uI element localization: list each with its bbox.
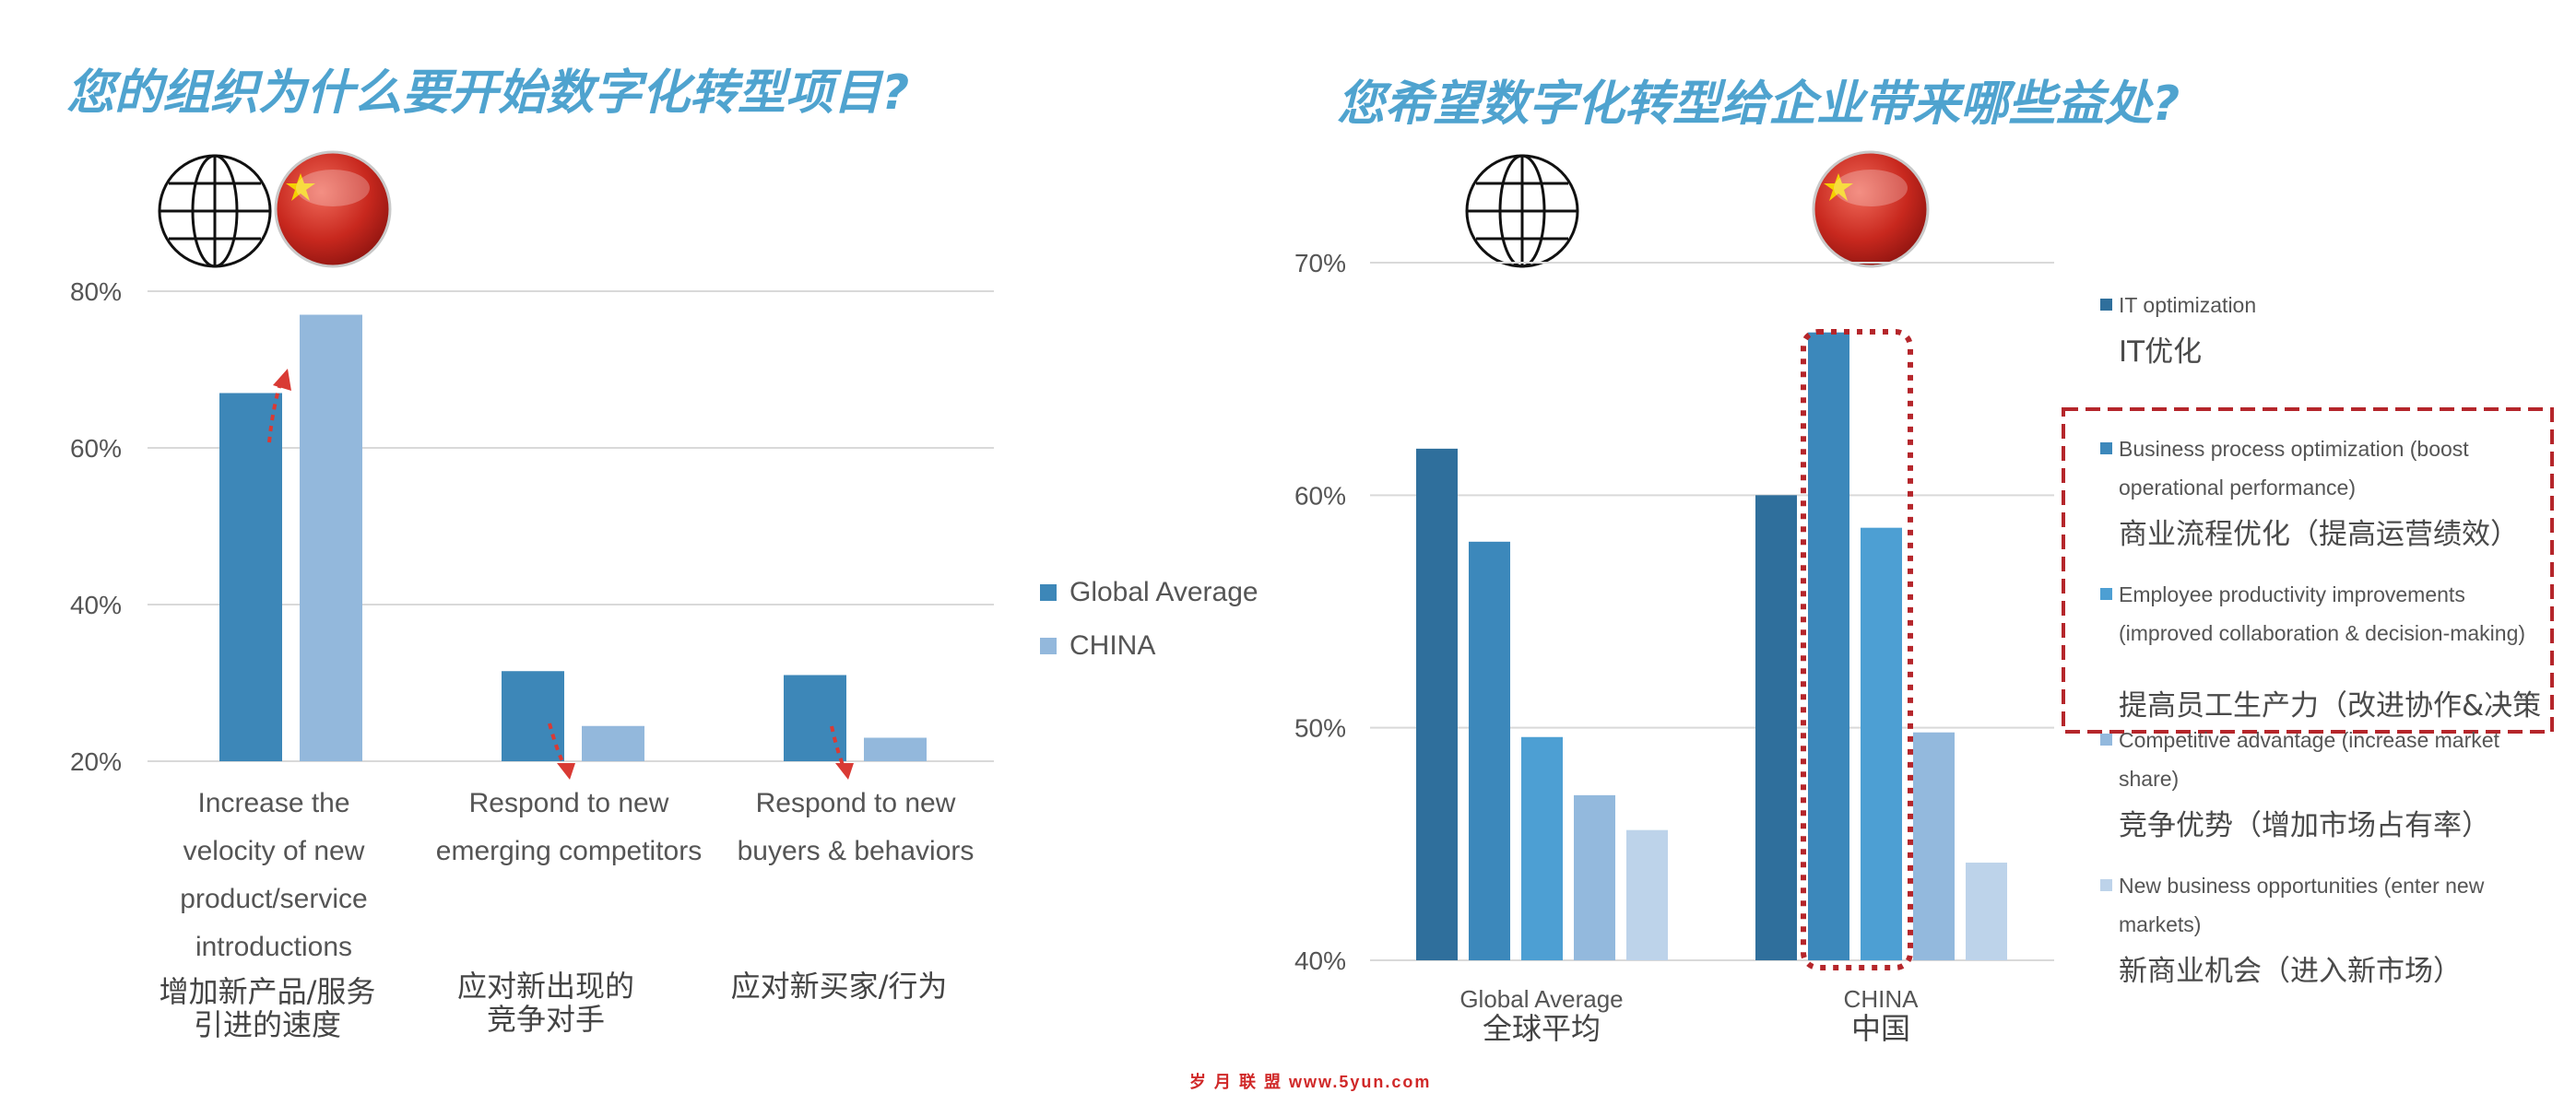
left-category-cn-label: 应对新买家/行为 xyxy=(701,970,977,1003)
right-chart-title: 您希望数字化转型给企业带来哪些益处? xyxy=(1337,76,2180,132)
china-flag-icon xyxy=(1812,150,1930,268)
left-chart-y-axis: 20% 40% 60% 80% xyxy=(70,277,122,776)
bar xyxy=(864,737,927,761)
globe-icon xyxy=(158,154,272,268)
right-legend-item: Competitive advantage (increase market s… xyxy=(2100,721,2534,843)
left-category-label: Increase the velocity of new product/ser… xyxy=(180,788,368,962)
y-tick-label: 60% xyxy=(1294,481,1346,510)
right-group-cn-label: 中国 xyxy=(1850,1011,1910,1046)
bar xyxy=(1626,829,1668,960)
left-chart-change-arrows xyxy=(267,369,854,780)
bar xyxy=(784,675,846,761)
bar xyxy=(300,314,362,761)
left-chart-title: 您的组织为什么要开始数字化转型项目? xyxy=(66,65,910,121)
china-flag-icon xyxy=(274,150,392,268)
bar xyxy=(1469,541,1510,960)
globe-icon xyxy=(1465,154,1579,268)
legend-en: IT optimization xyxy=(2119,293,2257,317)
cn-line: 增加新产品/服务 xyxy=(159,974,376,1009)
cn-line: 引进的速度 xyxy=(193,1007,341,1042)
left-category-cn-label: 应对新出现的 竞争对手 xyxy=(408,970,684,1036)
cn-line: 应对新买家/行为 xyxy=(730,969,948,1004)
legend-en: New business opportunities (enter new ma… xyxy=(2119,874,2485,936)
china-highlight-box xyxy=(1801,329,1913,970)
bar xyxy=(1755,495,1797,960)
increase-arrowhead xyxy=(273,369,291,391)
legend-item-china: CHINA xyxy=(1040,630,1155,662)
bar xyxy=(502,671,564,761)
cn-line: 应对新出现的 xyxy=(456,969,634,1004)
legend-highlight-box xyxy=(2062,407,2554,734)
bar xyxy=(582,725,644,761)
legend-label: CHINA xyxy=(1069,630,1156,661)
y-tick-label: 20% xyxy=(70,747,122,776)
legend-swatch xyxy=(2100,734,2112,746)
bar xyxy=(219,393,282,761)
legend-en: Competitive advantage (increase market s… xyxy=(2119,728,2499,791)
decrease-arrow xyxy=(830,725,846,770)
left-category-label: Respond to new buyers & behaviors xyxy=(737,788,975,866)
y-tick-label: 80% xyxy=(70,277,122,306)
cn-line: 竞争对手 xyxy=(486,1002,605,1037)
bar xyxy=(1521,736,1563,960)
legend-en: Employee productivity improvements (impr… xyxy=(2119,582,2526,645)
legend-swatch xyxy=(2100,442,2112,454)
decrease-arrowhead xyxy=(557,763,575,780)
right-legend-item: Business process optimization (boost ope… xyxy=(2100,429,2534,552)
legend-swatch xyxy=(1040,584,1057,601)
y-tick-label: 50% xyxy=(1294,714,1346,743)
bar xyxy=(1574,794,1615,960)
bar xyxy=(1416,448,1458,960)
y-tick-label: 60% xyxy=(70,434,122,463)
right-legend-item: IT optimization IT优化 xyxy=(2100,286,2534,370)
left-category-cn-label: 增加新产品/服务 引进的速度 xyxy=(129,975,406,1041)
legend-swatch xyxy=(2100,588,2112,600)
legend-swatch xyxy=(1040,638,1057,654)
left-category-label: Respond to new emerging competitors xyxy=(435,788,703,866)
legend-cn: IT优化 xyxy=(2119,335,2203,369)
y-tick-label: 40% xyxy=(1294,946,1346,975)
right-group-cn-label: 全球平均 xyxy=(1482,1011,1601,1046)
watermark: 岁 月 联 盟 www.5yun.com xyxy=(1189,1073,1432,1091)
legend-cn: 提高员工生产力（改进协作&决策 xyxy=(2119,689,2542,723)
legend-cn: 竞争优势（增加市场占有率） xyxy=(2119,809,2490,842)
right-legend-item: Employee productivity improvements (impr… xyxy=(2100,575,2541,723)
right-chart-y-axis: 40% 50% 60% 70% xyxy=(1294,249,1346,975)
y-tick-label: 70% xyxy=(1294,249,1346,277)
legend-cn: 商业流程优化（提高运营绩效） xyxy=(2119,518,2519,551)
legend-swatch xyxy=(2100,299,2112,311)
bar xyxy=(1808,332,1849,960)
decrease-arrowhead xyxy=(835,763,854,780)
legend-swatch xyxy=(2100,879,2112,891)
legend-item-global-average: Global Average xyxy=(1040,577,1258,608)
right-group-label: CHINA xyxy=(1843,985,1919,1013)
right-chart-bars xyxy=(1416,332,2007,960)
right-group-label: Global Average xyxy=(1459,985,1624,1013)
left-chart-bars xyxy=(219,314,927,761)
bar xyxy=(1861,527,1902,960)
right-legend-item: New business opportunities (enter new ma… xyxy=(2100,866,2534,989)
bar xyxy=(1966,863,2007,960)
legend-en: Business process optimization (boost ope… xyxy=(2119,437,2469,499)
left-chart-gridlines xyxy=(148,290,994,762)
legend-cn: 新商业机会（进入新市场） xyxy=(2119,955,2462,988)
legend-label: Global Average xyxy=(1069,577,1258,607)
bar xyxy=(1913,732,1955,960)
y-tick-label: 40% xyxy=(70,591,122,619)
